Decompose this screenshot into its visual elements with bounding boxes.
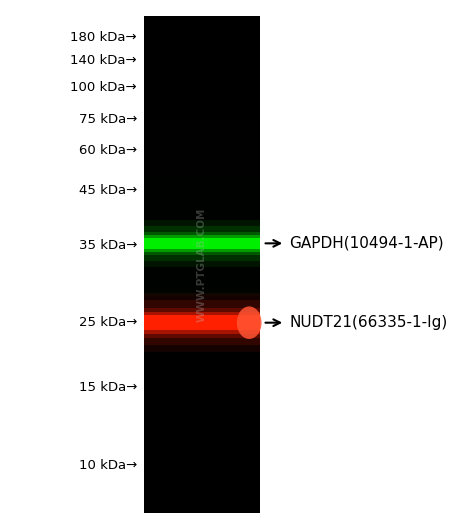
Bar: [144, 197, 260, 202]
Bar: [144, 226, 260, 261]
Bar: [144, 242, 260, 247]
Text: 45 kDa→: 45 kDa→: [79, 184, 137, 197]
Text: 35 kDa→: 35 kDa→: [79, 240, 137, 252]
Bar: [144, 161, 260, 166]
Bar: [144, 233, 260, 238]
Bar: [144, 121, 260, 125]
Text: 15 kDa→: 15 kDa→: [79, 381, 137, 394]
Text: WWW.PTGLAB.COM: WWW.PTGLAB.COM: [197, 207, 207, 322]
Text: 100 kDa→: 100 kDa→: [70, 81, 137, 94]
Bar: [144, 139, 260, 143]
Bar: [144, 274, 260, 278]
Bar: [144, 232, 260, 255]
Bar: [144, 282, 260, 287]
Bar: [144, 256, 260, 260]
Bar: [144, 16, 260, 513]
Bar: [144, 130, 260, 134]
Bar: [144, 260, 260, 264]
Bar: [144, 293, 260, 352]
Text: 180 kDa→: 180 kDa→: [70, 31, 137, 43]
Bar: [144, 188, 260, 193]
Bar: [144, 157, 260, 161]
Bar: [144, 308, 260, 338]
Bar: [144, 234, 260, 252]
Bar: [144, 170, 260, 175]
Bar: [144, 134, 260, 139]
Bar: [144, 202, 260, 206]
Bar: [144, 312, 260, 334]
Bar: [144, 184, 260, 188]
Text: GAPDH(10494-1-AP): GAPDH(10494-1-AP): [290, 236, 444, 251]
Bar: [144, 247, 260, 251]
Bar: [144, 125, 260, 130]
Bar: [144, 278, 260, 282]
Bar: [144, 220, 260, 267]
Ellipse shape: [237, 306, 261, 339]
Bar: [144, 287, 260, 291]
Bar: [144, 211, 260, 215]
Bar: [144, 215, 260, 220]
Bar: [144, 193, 260, 197]
Bar: [144, 166, 260, 170]
Text: NUDT21(66335-1-Ig): NUDT21(66335-1-Ig): [290, 315, 448, 330]
Bar: [144, 315, 260, 330]
Bar: [144, 224, 260, 229]
Bar: [144, 238, 260, 242]
Text: 75 kDa→: 75 kDa→: [79, 113, 137, 125]
Bar: [144, 300, 260, 345]
Bar: [144, 269, 260, 274]
Bar: [144, 264, 260, 269]
Bar: [144, 229, 260, 233]
Bar: [144, 292, 260, 296]
Bar: [144, 175, 260, 179]
Bar: [144, 116, 260, 121]
Bar: [144, 148, 260, 152]
Bar: [144, 251, 260, 256]
Text: 10 kDa→: 10 kDa→: [79, 459, 137, 472]
Text: 25 kDa→: 25 kDa→: [79, 316, 137, 329]
Bar: [144, 238, 260, 249]
Text: 140 kDa→: 140 kDa→: [70, 54, 137, 67]
Bar: [144, 206, 260, 211]
Bar: [144, 179, 260, 184]
Text: 60 kDa→: 60 kDa→: [79, 144, 137, 157]
Bar: [144, 152, 260, 157]
Bar: [144, 143, 260, 148]
Bar: [144, 220, 260, 224]
